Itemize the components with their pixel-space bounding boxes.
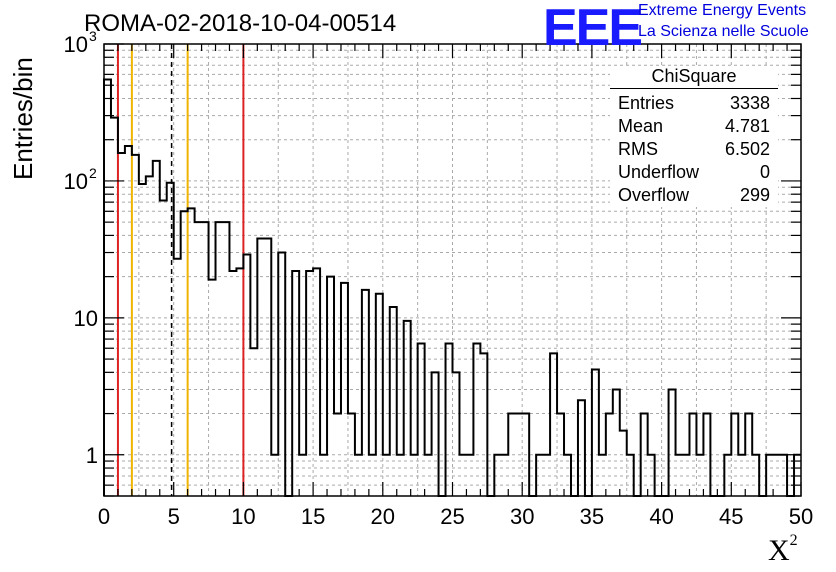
x-tick-label: 20 <box>371 504 395 529</box>
x-tick-label: 50 <box>789 504 813 529</box>
stats-row-underflow: Underflow 0 <box>618 162 770 182</box>
x-tick-label: 40 <box>649 504 673 529</box>
y-tick-exponent: 2 <box>89 165 97 181</box>
stats-row-mean: Mean 4.781 <box>618 116 770 136</box>
x-tick-label: 15 <box>301 504 325 529</box>
x-tick-label: 0 <box>98 504 110 529</box>
eee-logo: EEE <box>543 0 643 57</box>
logo-line-2: La Scienza nelle Scuole <box>638 23 809 40</box>
x-tick-label: 45 <box>719 504 743 529</box>
x-tick-label: 35 <box>580 504 604 529</box>
x-axis-label-superscript: 2 <box>789 532 798 549</box>
histogram-line <box>103 78 801 497</box>
axis-ticks <box>103 43 802 497</box>
logo-line-1: Extreme Energy Events <box>638 2 807 19</box>
y-tick-label: 1 <box>86 443 98 468</box>
x-tick-label: 5 <box>168 504 180 529</box>
y-tick-label: 10 <box>74 306 98 331</box>
reference-lines <box>116 44 245 496</box>
histogram-series <box>103 78 801 497</box>
y-tick-label: 10 <box>64 32 88 57</box>
x-tick-label: 10 <box>231 504 255 529</box>
stats-box: ChiSquare Entries 3338 Mean 4.781 RMS 6.502… <box>610 66 778 207</box>
y-tick-label: 10 <box>64 169 88 194</box>
stats-title: ChiSquare <box>610 66 778 89</box>
x-axis-label: X2 <box>768 532 798 568</box>
y-axis-label-text: Entries/bin <box>8 57 38 180</box>
stats-row-rms: RMS 6.502 <box>618 139 770 159</box>
x-tick-label: 25 <box>440 504 464 529</box>
stats-row-overflow: Overflow 299 <box>618 185 770 205</box>
y-axis-label: Entries/bin <box>8 57 39 180</box>
chart-title: ROMA-02-2018-10-04-00514 <box>84 10 397 37</box>
stats-row-entries: Entries 3338 <box>618 93 770 113</box>
x-axis-label-text: X <box>768 534 790 567</box>
x-tick-label: 30 <box>510 504 534 529</box>
y-tick-exponent: 3 <box>89 28 97 44</box>
